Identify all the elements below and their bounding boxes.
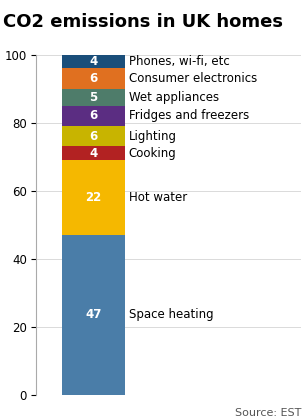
Text: Wet appliances: Wet appliances [129,91,219,104]
Bar [62,55,125,68]
Text: 22: 22 [85,191,102,204]
Text: Cooking: Cooking [129,147,177,160]
Text: Fridges and freezers: Fridges and freezers [129,109,249,122]
Text: 5: 5 [89,91,98,104]
Text: 6: 6 [89,72,98,85]
Text: 6: 6 [89,130,98,143]
Bar [62,68,125,89]
Bar [62,160,125,235]
Text: CO2 emissions in UK homes: CO2 emissions in UK homes [3,13,283,31]
Bar [62,147,125,160]
Text: 4: 4 [89,55,98,68]
Text: 4: 4 [89,147,98,160]
Bar [62,89,125,105]
Text: Source: EST: Source: EST [235,408,301,418]
Text: 6: 6 [89,109,98,122]
Text: Space heating: Space heating [129,308,213,321]
Text: Phones, wi-fi, etc: Phones, wi-fi, etc [129,55,230,68]
Bar [62,235,125,395]
Text: 47: 47 [85,308,102,321]
Bar [62,105,125,126]
Text: Consumer electronics: Consumer electronics [129,72,257,85]
Y-axis label: %: % [0,219,2,230]
Text: Hot water: Hot water [129,191,187,204]
Text: Lighting: Lighting [129,130,177,143]
Bar [62,126,125,147]
